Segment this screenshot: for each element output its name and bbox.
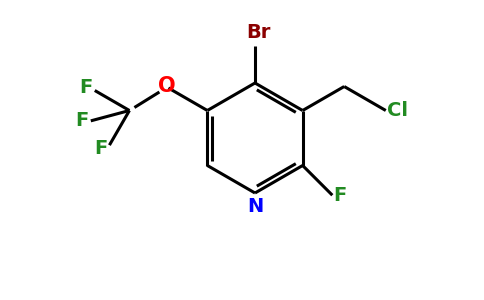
Text: Br: Br [246, 23, 270, 43]
Text: Cl: Cl [387, 101, 408, 120]
Text: F: F [79, 78, 92, 97]
Text: F: F [333, 186, 347, 205]
Text: F: F [75, 111, 89, 130]
Text: F: F [94, 139, 107, 158]
Text: O: O [158, 76, 175, 96]
Text: N: N [247, 196, 263, 215]
